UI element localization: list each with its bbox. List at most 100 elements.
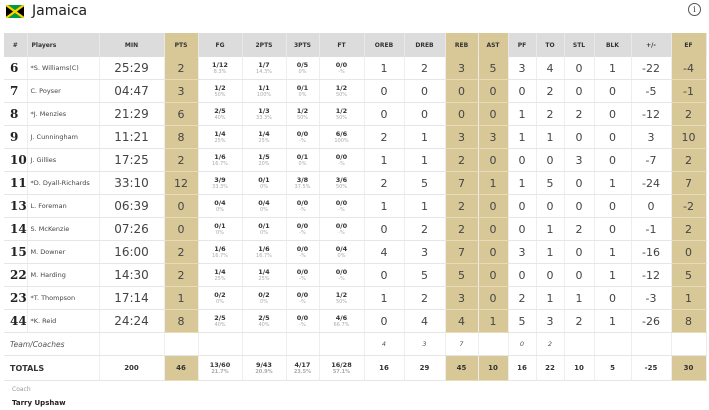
ef: 5	[671, 263, 707, 287]
empty-cell	[319, 332, 365, 356]
jersey-number: 13	[4, 194, 28, 218]
p2-cell: 0/2 0%	[242, 286, 287, 310]
stl: 1	[564, 286, 595, 310]
coach-label: Coach	[12, 386, 31, 393]
to: 1	[536, 125, 565, 149]
player-row[interactable]: 13 L. Foreman 06:39 0 0/4 0% 0/4 0% 0/0 -% 0/0 -% 1 1…	[4, 194, 707, 218]
column-header[interactable]: PF	[508, 33, 537, 57]
ef: 7	[671, 171, 707, 195]
jersey-number: 44	[4, 309, 28, 333]
player-row[interactable]: 6 *S. Williams(C) 25:29 2 1/12 8.3% 1/7 14.3% 0/…	[4, 57, 707, 80]
empty-cell	[198, 332, 243, 356]
player-name[interactable]: M. Downer	[27, 240, 100, 264]
column-header[interactable]: FT	[319, 33, 365, 57]
ft-made-attempted: 0/0	[335, 267, 348, 276]
dreb: 0	[404, 102, 446, 126]
total-oreb: 16	[364, 355, 405, 381]
ft-made-attempted: 16/28	[331, 360, 352, 369]
p2-cell: 1/7 14.3%	[242, 57, 287, 80]
player-name[interactable]: J. Cunningham	[27, 125, 100, 149]
total-ef: 30	[671, 355, 707, 381]
p3-made-attempted: 0/0	[296, 221, 309, 230]
fg-percentage: 25%	[214, 137, 226, 144]
fg-cell: 0/2 0%	[198, 286, 243, 310]
column-header[interactable]: MIN	[99, 33, 165, 57]
points: 8	[164, 125, 199, 149]
column-header[interactable]: DREB	[404, 33, 446, 57]
stl: 0	[564, 240, 595, 264]
column-header[interactable]: #	[4, 33, 28, 57]
column-header[interactable]: OREB	[364, 33, 405, 57]
player-name[interactable]: L. Foreman	[27, 194, 100, 218]
to: 2	[536, 79, 565, 103]
ft-made-attempted: 0/0	[335, 152, 348, 161]
column-header[interactable]: +/-	[631, 33, 672, 57]
fg-percentage: 8.3%	[213, 68, 227, 75]
pm: -5	[631, 79, 672, 103]
p3-percentage: 50%	[296, 114, 309, 121]
player-row[interactable]: 23 *T. Thompson 17:14 1 0/2 0% 0/2 0% 0/0 -% 1/2 50…	[4, 286, 707, 310]
player-row[interactable]: 7 C. Poyser 04:47 3 1/2 50% 1/1 100% 0/1 0% 1/2 50%…	[4, 79, 707, 103]
player-row[interactable]: 11 *D. Dyall-Richards 33:10 12 3/9 33.3% 0/1 0%…	[4, 171, 707, 195]
player-name[interactable]: *D. Dyall-Richards	[27, 171, 100, 195]
player-name[interactable]: J. Gillies	[27, 148, 100, 172]
pf: 3	[508, 240, 537, 264]
column-header[interactable]: Players	[27, 33, 100, 57]
ft-cell: 4/6 66.7%	[319, 309, 365, 333]
column-header[interactable]: TO	[536, 33, 565, 57]
reb: 4	[445, 309, 479, 333]
fg-percentage: 0%	[216, 206, 224, 213]
column-header[interactable]: PTS	[164, 33, 199, 57]
ft-percentage: 66.7%	[333, 321, 350, 328]
stl: 3	[564, 148, 595, 172]
player-row[interactable]: 14 S. McKenzie 07:26 0 0/1 0% 0/1 0% 0/0 -% 0/0 -% 0…	[4, 217, 707, 241]
pf: 1	[508, 171, 537, 195]
ft-percentage: 100%	[334, 137, 349, 144]
player-name[interactable]: *J. Menzies	[27, 102, 100, 126]
column-header[interactable]: STL	[564, 33, 595, 57]
player-row[interactable]: 44 *K. Reid 24:24 8 2/5 40% 2/5 40% 0/0 -% 4/6 66.7…	[4, 309, 707, 333]
to: 1	[536, 286, 565, 310]
column-header[interactable]: 3PTS	[286, 33, 320, 57]
column-header[interactable]: EF	[671, 33, 707, 57]
player-name[interactable]: M. Harding	[27, 263, 100, 287]
p3-percentage: 0%	[298, 91, 307, 98]
points: 0	[164, 194, 199, 218]
info-icon[interactable]: i	[688, 3, 701, 16]
ft-percentage: 50%	[335, 298, 348, 305]
p2-cell: 0/1 0%	[242, 171, 287, 195]
reb: 5	[445, 263, 479, 287]
ft-cell: 6/6 100%	[319, 125, 365, 149]
player-name[interactable]: C. Poyser	[27, 79, 100, 103]
pf: 0	[508, 263, 537, 287]
fg-made-attempted: 0/2	[214, 290, 226, 299]
ft-percentage: -%	[338, 206, 345, 213]
dreb: 2	[404, 286, 446, 310]
reb: 7	[445, 240, 479, 264]
column-header[interactable]: REB	[445, 33, 479, 57]
column-header[interactable]: AST	[478, 33, 509, 57]
player-name[interactable]: *S. Williams(C)	[27, 57, 100, 80]
player-row[interactable]: 10 J. Gillies 17:25 2 1/6 16.7% 1/5 20% 0/1 0% 0/0…	[4, 148, 707, 172]
pm: -22	[631, 57, 672, 80]
p3-cell: 0/0 -%	[286, 125, 320, 149]
pm: 0	[631, 194, 672, 218]
ef: -4	[671, 57, 707, 80]
player-row[interactable]: 9 J. Cunningham 11:21 8 1/4 25% 1/4 25% 0/0 -% 6/6…	[4, 125, 707, 149]
column-header[interactable]: FG	[198, 33, 243, 57]
column-header[interactable]: 2PTS	[242, 33, 287, 57]
player-row[interactable]: 15 M. Downer 16:00 2 1/6 16.7% 1/6 16.7% 0/0 -% 0/…	[4, 240, 707, 264]
stl: 0	[564, 263, 595, 287]
player-name[interactable]: *K. Reid	[27, 309, 100, 333]
ft-made-attempted: 0/0	[335, 198, 348, 207]
fg-percentage: 40%	[214, 321, 226, 328]
p3-percentage: 23.5%	[293, 368, 312, 375]
player-row[interactable]: 22 M. Harding 14:30 2 1/4 25% 1/4 25% 0/0 -% 0/0 -%…	[4, 263, 707, 287]
player-row[interactable]: 8 *J. Menzies 21:29 6 2/5 40% 1/3 33.3% 1/2 50% 1/…	[4, 102, 707, 126]
column-header[interactable]: BLK	[594, 33, 632, 57]
total-stl: 10	[564, 355, 595, 381]
player-name[interactable]: *T. Thompson	[27, 286, 100, 310]
ft-percentage: -%	[338, 68, 345, 75]
ft-made-attempted: 0/0	[335, 221, 348, 230]
player-name[interactable]: S. McKenzie	[27, 217, 100, 241]
